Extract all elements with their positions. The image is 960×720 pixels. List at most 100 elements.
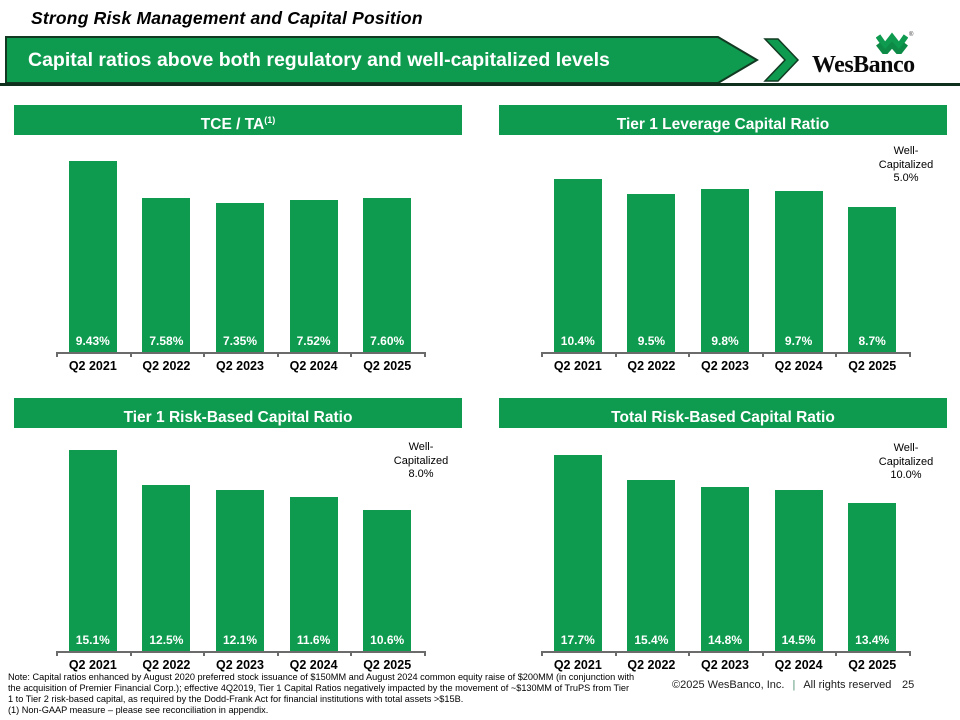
copyright-separator: | <box>792 679 796 691</box>
page-number: 25 <box>902 679 915 691</box>
bar-q2-2022: 12.5% <box>142 485 191 651</box>
axis-tick <box>688 352 691 357</box>
banner-title: Capital ratios above both regulatory and… <box>28 49 610 71</box>
axis-tick <box>761 352 764 357</box>
axis-tick <box>56 352 58 357</box>
bar-q2-2022: 9.5% <box>627 194 676 352</box>
axis-tick <box>203 352 206 357</box>
category-label: Q2 2021 <box>68 658 117 672</box>
rights-text: All rights reserved <box>803 679 892 691</box>
bar-value-label: 9.5% <box>637 334 666 348</box>
well-capitalized-annotation: Well- Capitalized 10.0% <box>861 442 951 483</box>
category-label: Q2 2021 <box>553 658 602 672</box>
bar-q2-2021: 10.4% <box>553 179 602 352</box>
wesbanco-logo: ® WesBanco <box>812 26 957 78</box>
bar-value-label: 14.8% <box>707 633 743 647</box>
bar-q2-2023: 7.35% <box>216 203 264 352</box>
chart-title: Total Risk-Based Capital Ratio <box>611 409 835 427</box>
x-axis-line <box>541 352 911 354</box>
well-capitalized-annotation: Well- Capitalized 8.0% <box>376 441 466 482</box>
bar-value-label: 7.60% <box>370 334 405 348</box>
category-label: Q2 2023 <box>701 658 749 672</box>
bar-value-label: 12.1% <box>222 633 258 647</box>
axis-tick <box>761 651 764 656</box>
bar-value-label: 7.58% <box>149 334 184 348</box>
chart-title-bar: TCE / TA(1) <box>14 105 462 135</box>
footnote-block: Note: Capital ratios enhanced by August … <box>8 672 634 716</box>
banner-arrow-shape <box>5 36 759 84</box>
bar-q2-2024: 11.6% <box>289 497 338 651</box>
annotation-line: 5.0% <box>893 172 919 184</box>
bar-q2-2022: 15.4% <box>627 480 676 651</box>
bar-value-label: 17.7% <box>560 633 595 647</box>
category-label: Q2 2022 <box>627 658 676 672</box>
axis-tick <box>424 651 426 656</box>
chart-tce-ta: TCE / TA(1) 9.43% Q2 2021 7.58% Q2 2022 7.35… <box>14 105 462 377</box>
annotation-line: Capitalized <box>878 158 934 171</box>
bar-value-label: 15.1% <box>75 633 110 647</box>
annotation-line: Well- <box>893 145 919 157</box>
axis-tick <box>350 651 353 656</box>
slide-kicker: Strong Risk Management and Capital Posit… <box>31 8 423 28</box>
wesbanco-logo-text: WesBanco <box>812 52 915 78</box>
bar-value-label: 7.35% <box>222 334 258 348</box>
chart-title: TCE / TA <box>200 116 265 134</box>
category-label: Q2 2025 <box>848 658 897 672</box>
chart-title-bar: Tier 1 Risk-Based Capital Ratio <box>14 398 462 428</box>
axis-tick <box>614 352 617 357</box>
divider-line <box>0 83 960 86</box>
axis-tick <box>129 352 132 357</box>
bar-q2-2021: 9.43% <box>68 161 117 352</box>
axis-tick <box>541 352 543 357</box>
axis-tick <box>203 651 206 656</box>
banner-chevron-icon <box>763 38 800 82</box>
category-label: Q2 2021 <box>553 359 602 373</box>
bar-q2-2024: 9.7% <box>774 191 823 352</box>
bar-value-label: 10.6% <box>370 633 405 647</box>
bar-q2-2024: 7.52% <box>289 200 338 352</box>
chart-tier1-leverage: Tier 1 Leverage Capital Ratio 10.4% Q2 20… <box>499 105 947 377</box>
axis-tick <box>835 352 838 357</box>
footnote-line: Note: Capital ratios enhanced by August … <box>8 672 635 682</box>
category-label: Q2 2024 <box>774 359 823 373</box>
x-axis-line <box>56 651 426 653</box>
chart-title: Tier 1 Leverage Capital Ratio <box>616 116 830 134</box>
chart-title-footnote-ref: (1) <box>264 115 276 125</box>
chart-title: Tier 1 Risk-Based Capital Ratio <box>123 409 353 427</box>
annotation-line: Capitalized <box>393 454 449 467</box>
x-axis-line <box>56 352 426 354</box>
axis-tick <box>350 352 353 357</box>
registered-mark: ® <box>909 32 914 38</box>
bar-value-label: 13.4% <box>855 633 890 647</box>
category-label: Q2 2025 <box>363 658 412 672</box>
category-label: Q2 2021 <box>68 359 117 373</box>
copyright-row: ©2025 WesBanco, Inc. | All rights reserv… <box>672 679 891 691</box>
annotation-line: Well- <box>408 441 434 453</box>
wesbanco-w-icon <box>876 32 908 54</box>
footnote-line: the acquisition of Premier Financial Cor… <box>8 682 630 693</box>
chart-tier1-risk-based: Tier 1 Risk-Based Capital Ratio 15.1% Q2 … <box>14 398 462 674</box>
category-label: Q2 2024 <box>289 658 338 672</box>
bar-q2-2025: 7.60% <box>363 198 412 352</box>
title-banner-shape <box>5 36 800 84</box>
annotation-line: 8.0% <box>408 468 434 480</box>
well-capitalized-annotation: Well- Capitalized 5.0% <box>861 145 951 186</box>
bar-value-label: 7.52% <box>296 334 331 348</box>
footnote-line: (1) Non-GAAP measure – please see reconc… <box>8 704 269 715</box>
category-label: Q2 2024 <box>289 359 338 373</box>
bar-q2-2025: 8.7% <box>848 207 897 352</box>
axis-tick <box>129 651 132 656</box>
bar-value-label: 15.4% <box>634 633 669 647</box>
category-label: Q2 2023 <box>701 359 749 373</box>
category-label: Q2 2025 <box>363 359 412 373</box>
bar-q2-2025: 13.4% <box>848 503 897 651</box>
annotation-line: Capitalized <box>878 455 934 468</box>
bar-value-label: 12.5% <box>149 633 184 647</box>
category-label: Q2 2022 <box>627 359 676 373</box>
bar-value-label: 9.8% <box>711 334 739 348</box>
axis-tick <box>614 651 617 656</box>
bar-q2-2025: 10.6% <box>363 510 412 651</box>
axis-tick <box>909 352 911 357</box>
bar-q2-2023: 14.8% <box>701 487 749 651</box>
